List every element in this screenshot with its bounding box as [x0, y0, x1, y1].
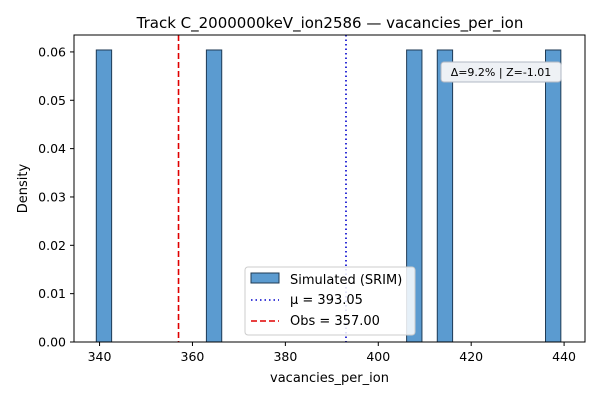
legend-frame: [244, 266, 416, 336]
plot-frame: [73, 34, 586, 343]
y-tick-label: 0.04: [38, 141, 66, 156]
legend-label-mean: μ = 393.05: [290, 293, 363, 308]
reference-lines: [177, 35, 347, 342]
y-tick-label: 0.01: [38, 286, 66, 301]
histogram-bar-1: [205, 49, 223, 343]
annotation-box: [440, 61, 562, 83]
x-tick-label: 380: [273, 349, 297, 364]
x-tick-label: 340: [88, 349, 112, 364]
x-axis-ticks: 340 360 380 400 420 440: [88, 342, 576, 364]
y-axis-ticks: 0.00 0.01 0.02 0.03 0.04 0.05 0.06: [38, 44, 74, 350]
legend: Simulated (SRIM) μ = 393.05 Obs = 357.00: [244, 266, 416, 336]
y-tick-label: 0.06: [38, 44, 66, 59]
legend-label-observed: Obs = 357.00: [290, 314, 380, 329]
y-tick-label: 0.05: [38, 93, 66, 108]
x-axis-label: vacancies_per_ion: [270, 371, 389, 386]
x-tick-label: 440: [552, 349, 576, 364]
histogram-bar-0: [95, 49, 113, 343]
legend-label-simulated: Simulated (SRIM): [290, 273, 402, 288]
stats-annotation: Δ=9.2% | Z=-1.01: [440, 61, 562, 83]
chart-title: Track C_2000000keV_ion2586 — vacancies_p…: [136, 14, 524, 33]
histogram-bar-4: [545, 49, 562, 343]
annotation-text: Δ=9.2% | Z=-1.01: [451, 66, 552, 79]
histogram-bars: [95, 49, 562, 343]
y-tick-label: 0.00: [38, 335, 66, 350]
y-axis-label: Density: [16, 163, 31, 213]
x-tick-label: 360: [181, 349, 205, 364]
x-tick-label: 400: [366, 349, 390, 364]
y-tick-label: 0.02: [38, 238, 66, 253]
histogram-bar-3: [436, 49, 454, 343]
y-tick-label: 0.03: [38, 189, 66, 204]
x-tick-label: 420: [459, 349, 483, 364]
legend-swatch-simulated: [250, 272, 280, 284]
